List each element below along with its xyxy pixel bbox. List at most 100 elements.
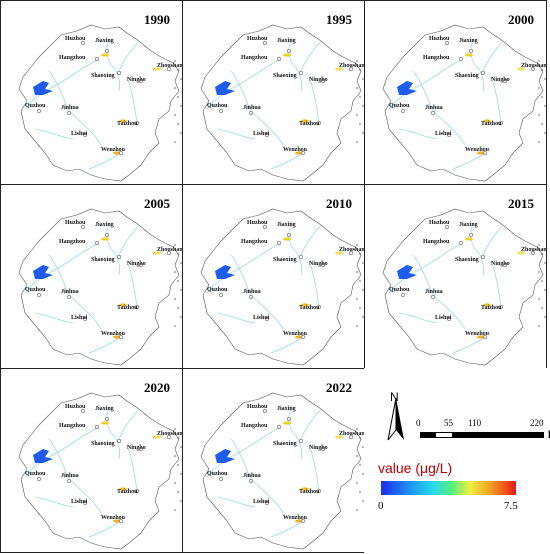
city-label-lishui: Lishui — [71, 131, 88, 137]
island — [537, 270, 541, 274]
reservoir — [33, 449, 53, 463]
river-4 — [230, 438, 252, 480]
city-label-jiaxing: Jiaxing — [277, 406, 296, 412]
river-5 — [34, 312, 74, 324]
city-label-wenzhou: Wenzhou — [465, 331, 490, 337]
city-marker — [116, 438, 122, 444]
island — [361, 445, 364, 449]
scale-tick-110: 110 — [468, 418, 482, 428]
river-7 — [300, 408, 322, 440]
river-7 — [300, 40, 322, 72]
island — [179, 472, 182, 476]
island — [173, 297, 177, 301]
city-label-quzhou: Quzhou — [207, 471, 228, 477]
river-0 — [470, 38, 484, 92]
river-7 — [482, 224, 504, 256]
island — [361, 499, 364, 503]
city-marker — [276, 56, 282, 62]
scale-unit: km — [548, 430, 550, 441]
river-6 — [270, 152, 304, 170]
city-label-jiaxing: Jiaxing — [95, 38, 114, 44]
island — [358, 95, 362, 99]
city-marker — [320, 446, 326, 452]
river-0 — [288, 222, 302, 276]
island — [179, 315, 182, 319]
city-marker — [82, 500, 88, 506]
city-marker — [320, 78, 326, 84]
island — [173, 113, 177, 117]
hotspot-2 — [477, 151, 485, 155]
river-5 — [34, 128, 74, 140]
city-label-jiaxing: Jiaxing — [459, 38, 478, 44]
city-marker — [218, 108, 224, 114]
city-label-lishui: Lishui — [71, 499, 88, 505]
city-marker — [116, 70, 122, 76]
hotspot-2 — [295, 151, 303, 155]
island — [179, 288, 182, 292]
river-6 — [88, 520, 122, 538]
city-marker — [480, 254, 486, 260]
hotspot-3 — [335, 435, 343, 439]
river-1 — [388, 58, 464, 110]
city-marker — [444, 224, 450, 230]
city-label-huzhou: Huzhou — [429, 36, 450, 42]
river-4 — [230, 254, 252, 296]
city-label-huzhou: Huzhou — [247, 220, 268, 226]
island — [176, 279, 180, 283]
city-marker — [502, 78, 508, 84]
city-label-hangzhou: Hangzhou — [241, 239, 268, 245]
hotspot-3 — [517, 67, 525, 71]
river-7 — [300, 224, 322, 256]
city-marker — [166, 434, 172, 440]
island — [540, 252, 544, 256]
river-7 — [118, 224, 140, 256]
island — [358, 252, 362, 256]
island — [179, 261, 182, 265]
island — [173, 140, 177, 144]
city-label-huzhou: Huzhou — [247, 36, 268, 42]
hotspot-1 — [483, 119, 491, 123]
city-label-quzhou: Quzhou — [25, 471, 46, 477]
river-6 — [270, 520, 304, 538]
city-marker — [430, 294, 436, 300]
city-marker — [218, 476, 224, 482]
river-1 — [206, 426, 282, 478]
city-marker — [498, 304, 504, 310]
river-1 — [24, 58, 100, 110]
river-2 — [250, 110, 284, 146]
city-label-taizhou: Taizhou — [481, 305, 502, 311]
scale-tick-0: 0 — [416, 418, 421, 428]
island — [355, 113, 359, 117]
hotspot-2 — [295, 335, 303, 339]
city-marker — [248, 294, 254, 300]
island — [355, 59, 359, 63]
hotspot-3 — [335, 67, 343, 71]
river-6 — [452, 336, 486, 354]
hotspot-0 — [101, 53, 109, 57]
map-panel-2005: Huzhou Jiaxing Hangzhou Zhoushan Shaoxing Nin… — [0, 184, 183, 369]
province-outline — [200, 24, 362, 182]
city-label-huzhou: Huzhou — [429, 220, 450, 226]
island — [173, 454, 177, 458]
city-label-huzhou: Huzhou — [65, 36, 86, 42]
hotspot-2 — [113, 335, 121, 339]
hotspot-0 — [283, 237, 291, 241]
river-1 — [24, 426, 100, 478]
city-label-ningbo: Ningbo — [491, 77, 510, 83]
city-label-hangzhou: Hangzhou — [59, 239, 86, 245]
river-5 — [398, 312, 438, 324]
scale-tick-220: 220 — [530, 418, 544, 428]
river-4 — [48, 438, 70, 480]
city-marker — [482, 334, 488, 340]
scale-bar — [420, 432, 544, 438]
panel-year: 2022 — [326, 380, 352, 395]
city-marker — [286, 48, 292, 54]
island — [176, 490, 180, 494]
city-marker — [276, 424, 282, 430]
city-marker — [300, 150, 306, 156]
city-label-quzhou: Quzhou — [389, 287, 410, 293]
city-marker — [94, 56, 100, 62]
hotspot-3 — [335, 251, 343, 255]
city-label-ningbo: Ningbo — [309, 77, 328, 83]
city-label-shaoxing: Shaoxing — [91, 257, 115, 263]
